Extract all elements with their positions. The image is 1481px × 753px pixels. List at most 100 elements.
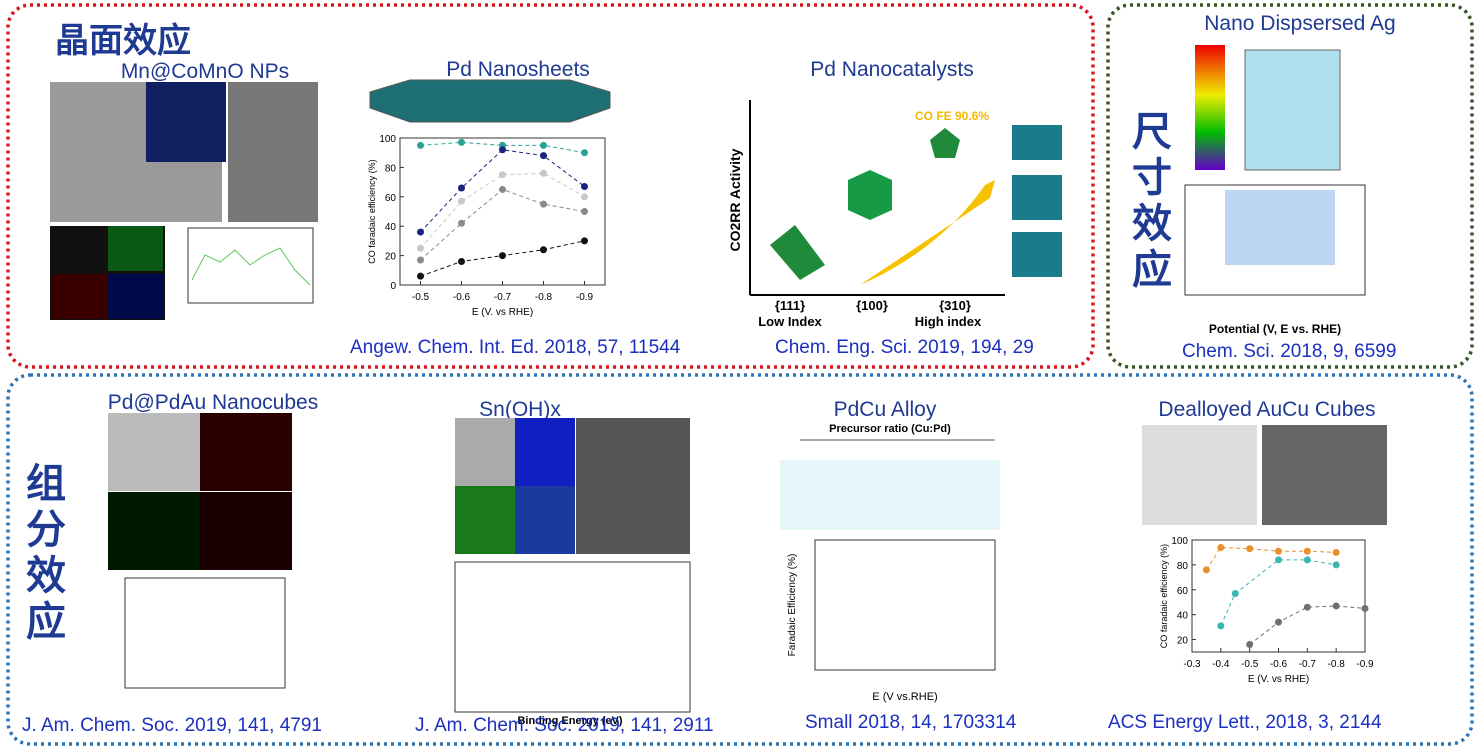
point [1275,556,1282,564]
point [417,244,424,252]
haadf [108,413,200,491]
y-tick-label: 60 [385,193,397,204]
x-tick-label: -0.6 [1270,659,1288,670]
x-tick-label: -0.5 [1241,659,1259,670]
hrtem [576,418,690,554]
point [417,141,424,149]
facet-frame [6,3,1095,369]
y-label: CO2RR Activity [727,148,743,251]
x-label: E (V. vs RHE) [472,307,533,318]
y-tick-label: 100 [1171,536,1188,547]
point [1246,545,1254,553]
point [1332,548,1340,556]
cube [848,170,892,220]
x-tick-label: -0.8 [1328,659,1346,670]
panel-title: PdCu Alloy [834,398,937,421]
y-label: Faradaic Efficiency (%) [787,554,798,657]
point [458,197,465,205]
eds-map [52,274,107,319]
panel-title: Nano Dispsersed Ag [1204,12,1395,35]
surface-model [1012,232,1062,277]
panel-title: Mn@CoMnO NPs [121,60,289,83]
surface-model [1012,175,1062,220]
point [1332,561,1340,569]
eds-map [108,226,163,271]
point [1275,547,1282,555]
point [417,228,424,236]
fe-plot [814,539,996,671]
y-tick-label: 20 [385,252,397,263]
octahedron [770,225,825,280]
point [417,256,424,264]
high-label: High index [915,314,982,329]
y-tick-label: 80 [385,163,397,174]
citation: Angew. Chem. Int. Ed. 2018, 57, 11544 [350,337,681,358]
line-scan-curve [191,247,311,286]
point [581,208,588,215]
citation: Small 2018, 14, 1703314 [805,712,1017,733]
point [1361,604,1369,612]
trend-arrow [860,180,995,285]
x-label: E (V. vs RHE) [1248,674,1309,685]
au-map [108,492,200,570]
xps-plot [454,561,691,713]
y-tick-label: 20 [1177,636,1189,647]
citation: Chem. Sci. 2018, 9, 6599 [1182,341,1396,362]
composition-frame [6,373,1474,746]
point [1303,556,1311,564]
sn-map [515,418,575,486]
pdau-plot [124,577,286,689]
x-tick-label: -0.8 [535,292,553,303]
fit-line [1220,559,1337,627]
eds-map [108,274,163,319]
surface-model [1012,125,1062,160]
x-label: Binding Energy (eV) [517,715,622,727]
point [1303,547,1311,555]
cell [1244,49,1341,171]
overlay-map [515,486,575,554]
point [540,246,547,254]
panel-title: Pd Nanocatalysts [810,58,973,81]
y-tick-label: 40 [1177,611,1189,622]
facet: {100} [856,298,888,313]
y-tick-label: 0 [390,281,396,292]
point [581,193,588,201]
spectrum [1195,45,1225,170]
x-tick-label: -0.7 [1299,659,1317,670]
panel-title: Sn(OH)x [479,398,561,421]
point [1332,602,1340,610]
y-tick-label: 40 [385,222,397,233]
citation: J. Am. Chem. Soc. 2019, 141, 4791 [22,715,322,736]
x-tick-label: -0.9 [576,292,594,303]
fit-line [1249,605,1366,645]
tem-image [1142,425,1257,525]
point [581,183,588,191]
low-label: Low Index [758,314,822,329]
size-label: 尺寸效应 [1125,110,1172,294]
star [930,128,960,158]
composition-label: 组分效应 [19,462,66,646]
x-tick-label: -0.6 [453,292,471,303]
point [499,146,506,154]
x-tick-label: -0.5 [412,292,430,303]
citation: J. Am. Chem. Soc. 2019, 141, 2911 [415,715,714,736]
panel-title: Dealloyed AuCu Cubes [1158,398,1375,421]
fit-line [420,172,585,249]
inset-image [146,82,226,162]
plot-frame [399,137,606,286]
point [540,152,547,160]
facet-label: 晶面效应 [55,21,191,61]
annotation: CO FE 90.6% [915,109,989,123]
size-frame [1106,3,1474,369]
x-tick-label: -0.4 [1212,659,1230,670]
point [499,252,506,260]
point [1246,641,1254,649]
y-tick-label: 100 [379,134,396,145]
point [1217,622,1225,630]
point [1217,543,1225,551]
tem-image [228,82,318,222]
x-tick-label: -0.9 [1356,659,1374,670]
point [1303,603,1311,611]
